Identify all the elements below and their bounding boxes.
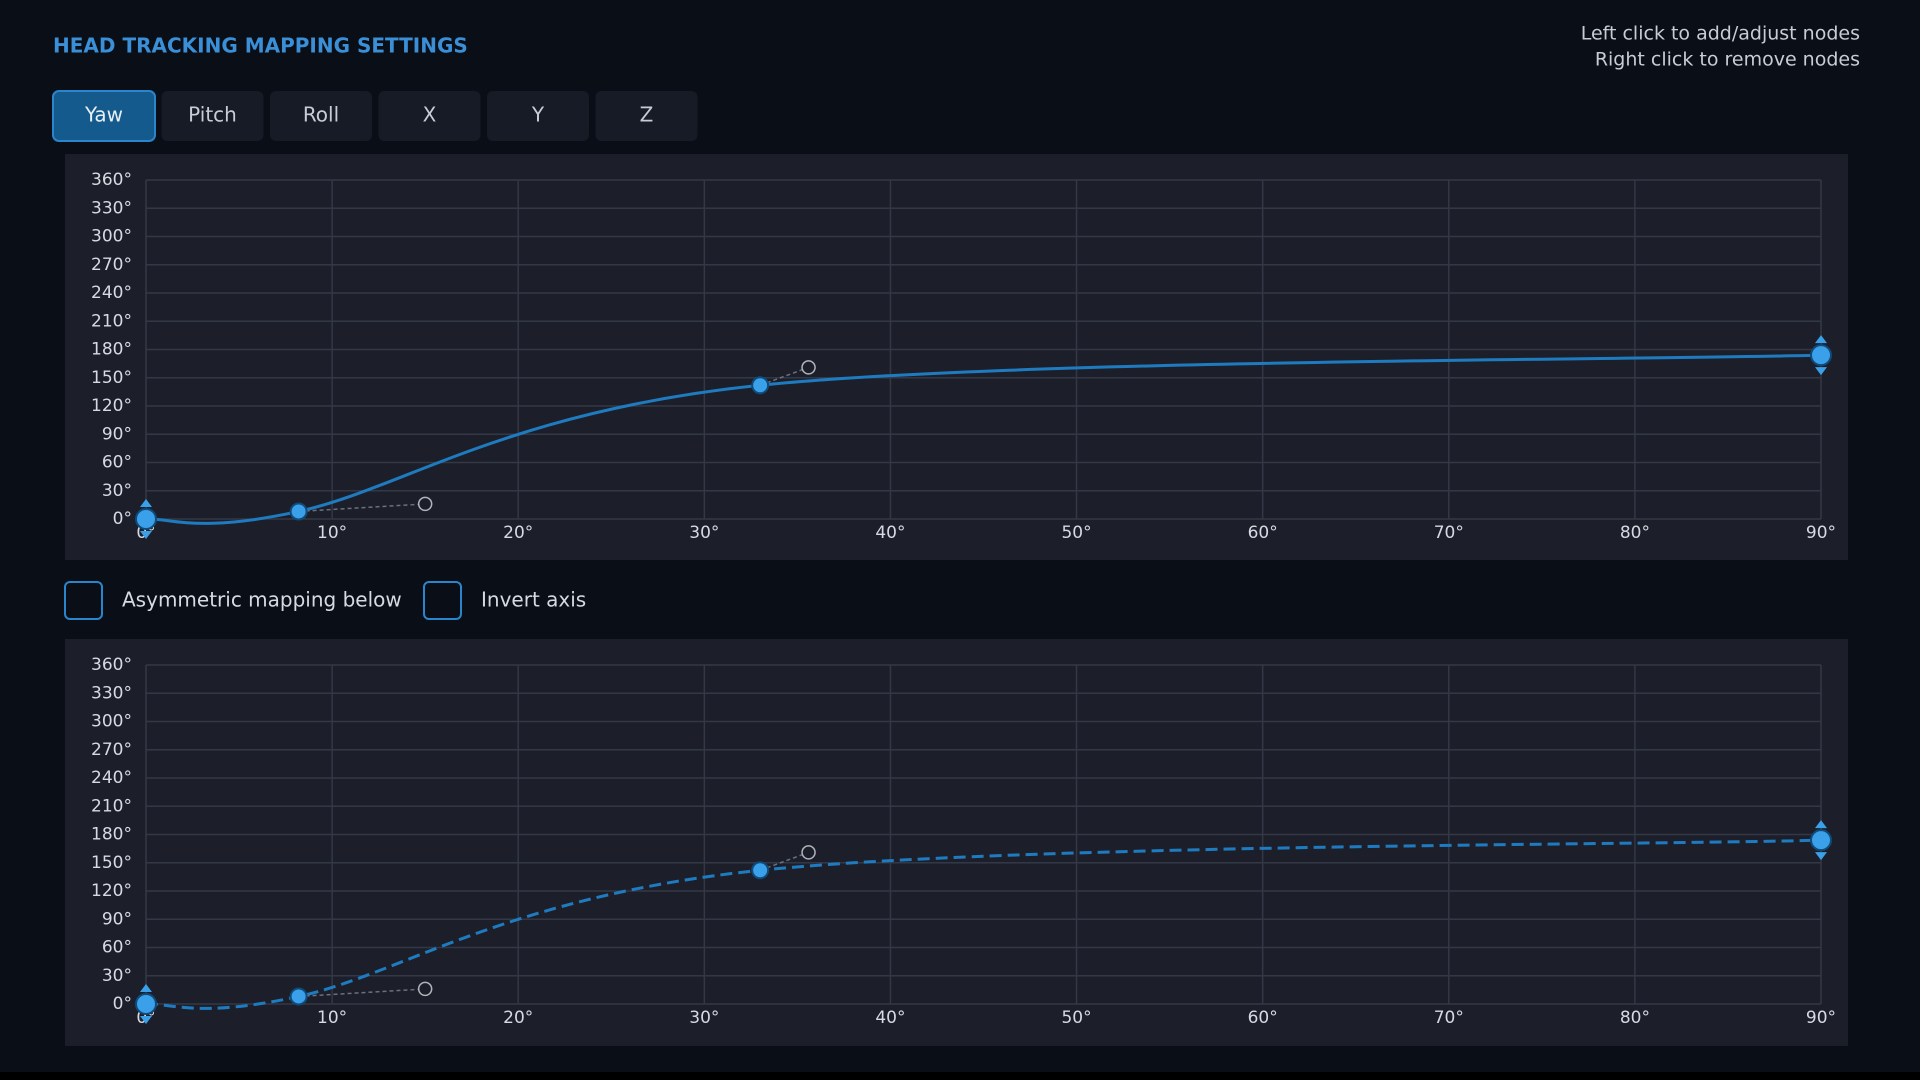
x-tick-label: 70°	[1434, 1008, 1464, 1028]
checkbox[interactable]	[423, 581, 462, 620]
y-tick-label: 150°	[91, 368, 132, 388]
handle-link	[298, 988, 426, 998]
y-tick-label: 300°	[91, 712, 132, 732]
handle[interactable]	[801, 360, 816, 375]
curve	[145, 353, 1822, 525]
tab-label[interactable]: Roll	[303, 103, 339, 127]
x-tick-label: 20°	[503, 1008, 533, 1028]
tab-label[interactable]: Y	[531, 103, 545, 127]
tab-label[interactable]: Pitch	[188, 103, 237, 127]
node[interactable]	[751, 376, 770, 395]
y-tick-label: 30°	[102, 966, 132, 986]
handle[interactable]	[417, 496, 433, 512]
y-tick-label: 240°	[91, 283, 132, 303]
tab[interactable]	[270, 91, 372, 141]
y-tick-label: 240°	[91, 768, 132, 788]
y-tick-label: 210°	[91, 311, 132, 331]
y-tick-label: 60°	[102, 938, 132, 958]
x-tick-label: 80°	[1620, 523, 1650, 543]
y-tick-label: 270°	[91, 255, 132, 275]
tab[interactable]	[52, 90, 156, 142]
tab[interactable]	[595, 91, 698, 141]
node[interactable]	[135, 508, 157, 530]
y-tick-label: 330°	[91, 683, 132, 703]
node-arrows	[1815, 820, 1827, 861]
x-tick-label: 20°	[503, 523, 533, 543]
tab-label[interactable]: Yaw	[84, 103, 123, 127]
handle[interactable]	[417, 981, 433, 997]
y-tick-label: 210°	[91, 796, 132, 816]
node-arrows	[140, 499, 152, 539]
handle[interactable]	[801, 845, 816, 860]
x-tick-label: 60°	[1248, 1008, 1278, 1028]
y-tick-label: 270°	[91, 740, 132, 760]
x-tick-label: 40°	[875, 1008, 905, 1028]
y-tick-label: 180°	[91, 825, 132, 845]
y-tick-label: 360°	[91, 655, 132, 675]
bottom-bar	[0, 1072, 1920, 1080]
y-tick-label: 150°	[91, 853, 132, 873]
y-tick-label: 60°	[102, 453, 132, 473]
y-tick-label: 90°	[102, 909, 132, 929]
tab[interactable]	[378, 91, 481, 141]
x-tick-label: 50°	[1061, 523, 1091, 543]
curve	[145, 838, 1822, 1010]
x-tick-label: 80°	[1620, 1008, 1650, 1028]
tab[interactable]	[161, 91, 264, 141]
y-tick-label: 0°	[113, 994, 132, 1014]
help-text: Right click to remove nodes	[1595, 49, 1860, 71]
x-tick-label: 70°	[1434, 523, 1464, 543]
y-tick-label: 360°	[91, 170, 132, 190]
checkbox[interactable]	[64, 581, 103, 620]
help-text: Left click to add/adjust nodes	[1581, 23, 1860, 45]
node[interactable]	[135, 993, 157, 1015]
y-tick-label: 30°	[102, 481, 132, 501]
x-tick-label: 50°	[1061, 1008, 1091, 1028]
y-tick-label: 180°	[91, 340, 132, 360]
y-tick-label: 0°	[113, 509, 132, 529]
y-tick-label: 300°	[91, 227, 132, 247]
x-tick-label: 30°	[689, 523, 719, 543]
y-tick-label: 330°	[91, 198, 132, 218]
checkbox-label[interactable]: Invert axis	[481, 588, 586, 612]
x-tick-label: 10°	[317, 523, 347, 543]
tab-label[interactable]: Z	[640, 103, 654, 127]
node-arrows	[1815, 335, 1827, 376]
tab[interactable]	[487, 91, 589, 141]
x-tick-label: 10°	[317, 1008, 347, 1028]
node[interactable]	[1810, 344, 1832, 367]
x-tick-label: 40°	[875, 523, 905, 543]
checkbox-label[interactable]: Asymmetric mapping below	[122, 588, 402, 612]
node[interactable]	[751, 861, 770, 880]
x-tick-label: 90°	[1806, 523, 1836, 543]
node[interactable]	[289, 987, 308, 1006]
x-tick-label: 90°	[1806, 1008, 1836, 1028]
handle-link	[298, 503, 426, 513]
y-tick-label: 120°	[91, 396, 132, 416]
title: HEAD TRACKING MAPPING SETTINGS	[53, 34, 468, 58]
y-tick-label: 90°	[102, 424, 132, 444]
node[interactable]	[289, 502, 308, 521]
y-tick-label: 120°	[91, 881, 132, 901]
x-tick-label: 30°	[689, 1008, 719, 1028]
x-tick-label: 60°	[1248, 523, 1278, 543]
tab-label[interactable]: X	[423, 103, 437, 127]
node[interactable]	[1810, 829, 1832, 852]
node-arrows	[140, 984, 152, 1024]
